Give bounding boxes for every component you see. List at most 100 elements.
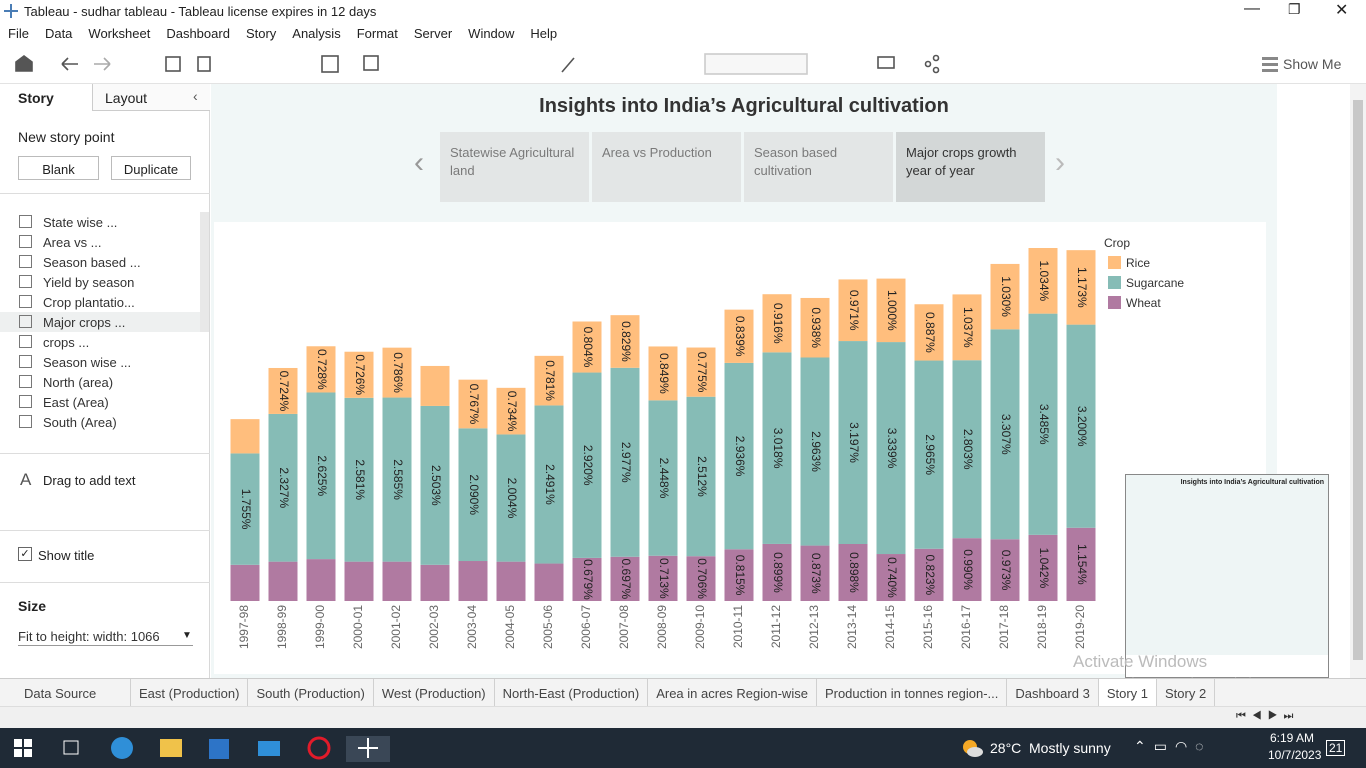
sheet-tab[interactable]: East (Production)	[131, 679, 249, 706]
sheet-name: crops ...	[43, 335, 90, 350]
restore-button[interactable]: ❐	[1288, 1, 1301, 17]
story-sheet-item[interactable]: Yield by season	[0, 272, 200, 292]
task-view[interactable]	[63, 740, 79, 755]
viz-background	[214, 222, 1266, 674]
minimize-button[interactable]: —	[1244, 0, 1260, 17]
sheet-tab[interactable]: Story 1	[1098, 679, 1158, 706]
sheet-name: South (Area)	[43, 415, 117, 430]
sheet-tab[interactable]: West (Production)	[374, 679, 495, 706]
menu-item[interactable]: Help	[530, 26, 558, 41]
watermark-title: Activate Windows	[1073, 652, 1208, 671]
blank-button[interactable]: Blank	[18, 156, 99, 180]
prev-arrow[interactable]: ‹	[414, 146, 424, 179]
divider	[0, 582, 210, 583]
clock-date[interactable]: 10/7/2023	[1268, 748, 1322, 762]
drag-text-label[interactable]: Drag to add text	[43, 473, 136, 488]
collapse-button[interactable]: ‹	[193, 88, 198, 104]
dropdown-arrow: ▼	[182, 630, 192, 641]
story-sheet-item[interactable]: South (Area)	[0, 412, 200, 432]
story-sheet-item[interactable]: Area vs ...	[0, 232, 200, 252]
divider	[0, 453, 210, 454]
sheet-icon	[19, 295, 32, 308]
tab-navigation[interactable]: ⏮◀▶⏭	[1236, 710, 1300, 722]
story-point[interactable]: Statewise Agricultural land	[440, 132, 589, 202]
duplicate-button[interactable]: Duplicate	[111, 156, 191, 180]
sheet-icon	[19, 355, 32, 368]
edge-icon[interactable]	[111, 737, 133, 759]
sheet-icon	[19, 375, 32, 388]
highlight-icon[interactable]	[561, 57, 575, 73]
story-sheet-item[interactable]: Season wise ...	[0, 352, 200, 372]
sheet-tab[interactable]: Dashboard 3	[1007, 679, 1099, 706]
story-sheet-item[interactable]: crops ...	[0, 332, 200, 352]
size-dropdown[interactable]: Fit to height: width: 1066	[18, 629, 160, 644]
text-icon: A	[20, 470, 32, 489]
tray-icons[interactable]: ⌃▭◠◌	[1134, 738, 1212, 754]
toolbar: Show Me	[0, 44, 1366, 84]
next-arrow[interactable]: ›	[1055, 146, 1065, 179]
sheet-tab[interactable]: Data Source	[0, 679, 131, 706]
menu-item[interactable]: Worksheet	[88, 26, 151, 41]
sheet-tab[interactable]: Production in tonnes region-...	[817, 679, 1008, 706]
sheet-icon	[19, 235, 32, 248]
thumbnail: Insights into India’s Agricultural culti…	[1125, 474, 1329, 678]
save-icon[interactable]	[165, 56, 181, 72]
story-sheet-item[interactable]: North (area)	[0, 372, 200, 392]
menu-item[interactable]: File	[8, 26, 29, 41]
story-sheet-item[interactable]: Crop plantatio...	[0, 292, 200, 312]
notifications[interactable]: 21	[1326, 740, 1346, 756]
menu-item[interactable]: Window	[468, 26, 515, 41]
sheet-icon	[19, 335, 32, 348]
close-button[interactable]: ✕	[1335, 2, 1349, 19]
home-icon[interactable]	[15, 55, 33, 72]
story-sheet-item[interactable]: State wise ...	[0, 212, 200, 232]
sheet-tab[interactable]: North-East (Production)	[495, 679, 649, 706]
story-sheet-item[interactable]: Season based ...	[0, 252, 200, 272]
layout-tab-bg	[92, 84, 210, 111]
story-sheet-item[interactable]: Major crops ...	[0, 312, 200, 332]
menu-item[interactable]: Server	[413, 26, 453, 41]
story-tab[interactable]: Story	[18, 90, 54, 106]
sheet-list: State wise ... Area vs ... Season based ..…	[0, 212, 200, 440]
weather[interactable]: Mostly sunny	[1029, 740, 1111, 756]
story-point[interactable]: Season based cultivation	[744, 132, 893, 202]
sheet-tab[interactable]: Area in acres Region-wise	[648, 679, 817, 706]
status-bar: ⏮◀▶⏭	[0, 706, 1366, 728]
explorer-icon[interactable]	[160, 739, 182, 757]
start-button[interactable]	[14, 739, 32, 757]
fit-dropdown[interactable]	[704, 53, 808, 75]
opera-icon[interactable]	[307, 736, 331, 760]
menu-item[interactable]: Dashboard	[166, 26, 230, 41]
store-icon[interactable]	[209, 739, 229, 759]
list-scrollbar	[200, 212, 209, 332]
vertical-scrollbar	[1350, 84, 1366, 678]
menu-item[interactable]: Format	[356, 26, 398, 41]
sheet-name: State wise ...	[43, 215, 118, 230]
new-sheet-icon[interactable]	[321, 55, 339, 73]
new-data-icon[interactable]	[197, 56, 211, 72]
scroll-thumb[interactable]	[1353, 100, 1363, 660]
sheet-name: East (Area)	[43, 395, 109, 410]
sheet-tab[interactable]: Story 2	[1157, 679, 1216, 706]
redo-icon[interactable]	[94, 57, 111, 71]
show-me-button[interactable]: Show Me	[1283, 56, 1342, 72]
menu-item[interactable]: Analysis	[292, 26, 341, 41]
app-icon	[4, 4, 18, 18]
duplicate-icon[interactable]	[363, 55, 379, 71]
undo-icon[interactable]	[61, 57, 78, 71]
clock-time[interactable]: 6:19 AM	[1270, 731, 1315, 745]
show-title-checkbox[interactable]: ✓	[18, 547, 32, 561]
story-point[interactable]: Major crops growth year of year	[896, 132, 1045, 202]
story-sheet-item[interactable]: East (Area)	[0, 392, 200, 412]
temperature[interactable]: 28°C	[990, 740, 1022, 756]
taskbar-apps	[63, 736, 390, 762]
sheet-tab[interactable]: South (Production)	[248, 679, 374, 706]
presentation-icon[interactable]	[877, 56, 895, 69]
story-point[interactable]: Area vs Production	[592, 132, 741, 202]
mail-icon[interactable]	[258, 741, 280, 756]
menu-item[interactable]: Data	[44, 26, 73, 41]
menu-item[interactable]: Story	[245, 26, 277, 41]
story-area: Insights into India’s Agricultural culti…	[211, 84, 1329, 690]
layout-tab[interactable]: Layout	[105, 90, 148, 106]
